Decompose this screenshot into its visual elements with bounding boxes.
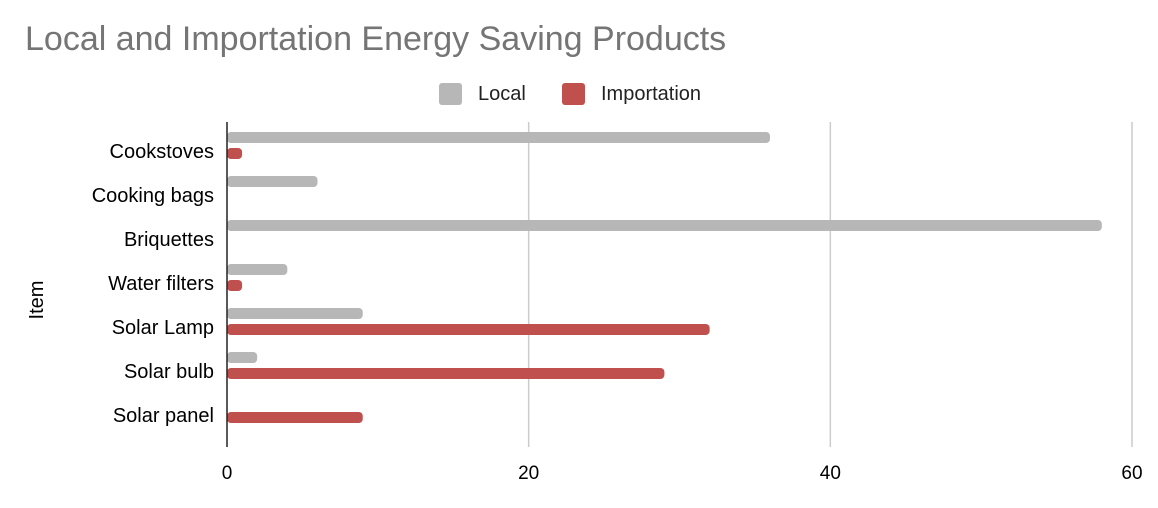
x-tick-label: 20	[518, 463, 539, 484]
bar-local	[227, 264, 288, 275]
bar-local	[227, 352, 258, 363]
bar-importation	[227, 148, 243, 159]
category-label: Solar Lamp	[112, 317, 214, 339]
bar-importation	[227, 368, 665, 379]
bar-importation	[227, 280, 243, 291]
x-tick-label: 40	[820, 463, 841, 484]
legend-label-importation: Importation	[601, 83, 701, 105]
category-label: Solar panel	[113, 405, 214, 427]
chart-title: Local and Importation Energy Saving Prod…	[25, 20, 727, 58]
category-label: Briquettes	[124, 229, 214, 251]
category-label: Solar bulb	[124, 361, 214, 383]
legend-swatch-importation	[562, 83, 585, 105]
bar-importation	[227, 324, 710, 335]
legend: Local Importation	[439, 83, 701, 105]
gridlines	[527, 122, 1133, 447]
x-tick-label: 0	[222, 463, 233, 484]
bar-local	[227, 220, 1102, 231]
y-axis-title: Item	[26, 281, 48, 320]
bar-local	[227, 176, 318, 187]
x-tick-label: 60	[1121, 463, 1142, 484]
legend-label-local: Local	[478, 83, 526, 105]
labels: 0 20 40 60 Cookstoves Cooking bags Briquettes W…	[26, 141, 1143, 484]
category-label: Cooking bags	[92, 185, 214, 207]
bar-local	[227, 308, 363, 319]
category-label: Water filters	[108, 273, 214, 295]
bars	[227, 132, 1102, 423]
bar-local	[227, 132, 770, 143]
legend-swatch-local	[439, 83, 462, 105]
category-label: Cookstoves	[110, 141, 215, 163]
bar-importation	[227, 412, 363, 423]
